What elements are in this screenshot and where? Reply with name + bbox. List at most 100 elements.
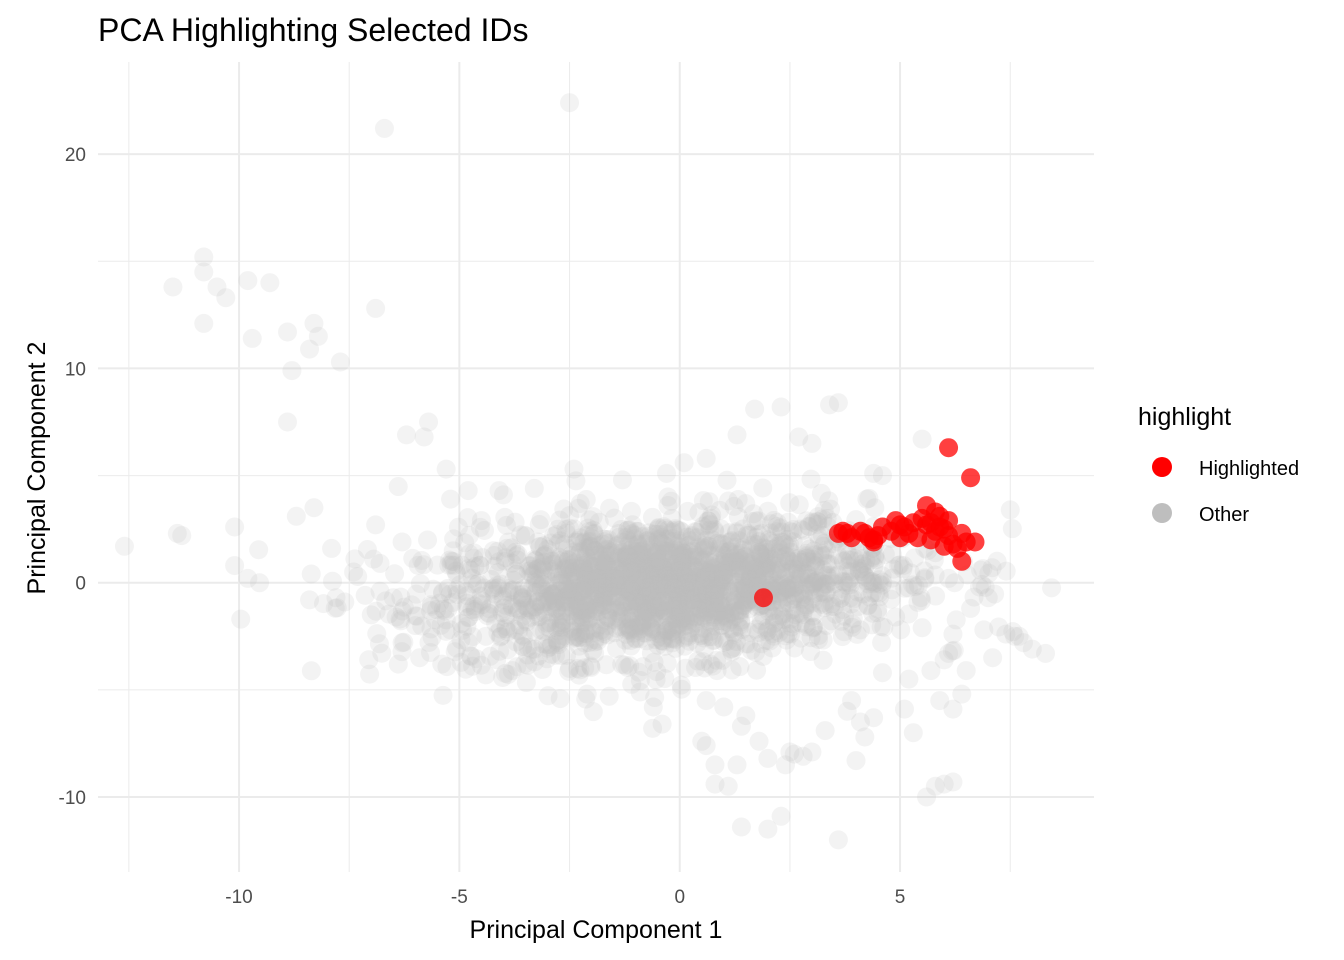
data-point-other bbox=[564, 562, 584, 582]
data-point-other bbox=[502, 580, 522, 600]
data-point-other bbox=[710, 592, 730, 612]
data-point-other bbox=[724, 496, 744, 516]
data-point-other bbox=[678, 582, 698, 602]
data-point-other bbox=[654, 540, 674, 560]
data-point-other bbox=[577, 595, 597, 615]
data-point-other bbox=[559, 592, 579, 612]
data-point-other bbox=[633, 657, 653, 677]
data-point-other bbox=[541, 637, 561, 657]
data-point-other bbox=[591, 626, 611, 646]
data-point-other bbox=[1009, 626, 1029, 646]
data-point-other bbox=[868, 603, 888, 623]
data-point-other bbox=[505, 619, 525, 639]
data-point-other bbox=[562, 580, 582, 600]
data-point-other bbox=[797, 617, 817, 637]
data-point-other bbox=[370, 553, 390, 573]
data-point-other bbox=[683, 548, 703, 568]
data-point-other bbox=[300, 590, 320, 610]
data-point-other bbox=[558, 556, 578, 576]
data-point-other bbox=[685, 545, 705, 565]
data-point-other bbox=[795, 599, 815, 619]
data-point-other bbox=[837, 576, 857, 596]
data-point-other bbox=[707, 545, 727, 565]
data-point-other bbox=[478, 606, 498, 626]
data-point-other bbox=[502, 553, 522, 573]
data-point-other bbox=[604, 572, 624, 592]
data-point-other bbox=[780, 742, 800, 762]
data-point-other bbox=[557, 602, 577, 622]
data-point-other bbox=[843, 608, 863, 628]
data-point-other bbox=[583, 520, 603, 540]
data-point-other bbox=[624, 560, 644, 580]
data-point-other bbox=[705, 616, 725, 636]
data-point-other bbox=[725, 586, 745, 606]
data-point-other bbox=[971, 560, 991, 580]
data-point-other bbox=[598, 533, 618, 553]
data-point-other bbox=[605, 588, 625, 608]
data-point-other bbox=[570, 543, 590, 563]
data-point-other bbox=[813, 630, 833, 650]
data-point-other bbox=[934, 650, 954, 670]
data-point-other bbox=[654, 566, 674, 586]
data-point-other bbox=[584, 578, 604, 598]
data-point-other bbox=[516, 673, 536, 693]
data-point-other bbox=[537, 616, 557, 636]
data-point-other bbox=[777, 580, 797, 600]
data-point-other bbox=[596, 576, 616, 596]
data-point-other bbox=[606, 543, 626, 563]
data-point-other bbox=[548, 533, 568, 553]
data-point-other bbox=[541, 597, 561, 617]
data-point-other bbox=[634, 603, 654, 623]
data-point-other bbox=[715, 542, 735, 562]
data-point-other bbox=[722, 531, 742, 551]
data-point-other bbox=[491, 626, 511, 646]
data-point-other bbox=[674, 628, 694, 648]
data-point-other bbox=[662, 621, 682, 641]
data-point-other bbox=[595, 595, 615, 615]
data-point-other bbox=[450, 575, 470, 595]
x-tick-label: 0 bbox=[674, 887, 685, 908]
data-point-other bbox=[394, 632, 414, 652]
data-point-other bbox=[438, 598, 458, 618]
data-point-other bbox=[615, 562, 635, 582]
data-point-other bbox=[675, 580, 695, 600]
data-point-other bbox=[727, 523, 747, 543]
data-point-other bbox=[633, 581, 653, 601]
data-point-other bbox=[865, 498, 885, 518]
data-point-other bbox=[821, 611, 841, 631]
data-point-other bbox=[575, 564, 595, 584]
data-point-other bbox=[597, 557, 617, 577]
data-point-other bbox=[734, 590, 754, 610]
data-point-other bbox=[822, 571, 842, 591]
data-point-other bbox=[806, 556, 826, 576]
data-point-other bbox=[446, 561, 466, 581]
data-point-other bbox=[720, 591, 740, 611]
data-point-other bbox=[528, 532, 548, 552]
data-point-other bbox=[849, 558, 869, 578]
data-point-other bbox=[643, 573, 663, 593]
data-point-other bbox=[712, 650, 732, 670]
data-point-other bbox=[630, 682, 650, 702]
data-point-other bbox=[682, 606, 702, 626]
data-point-other bbox=[758, 560, 778, 580]
data-point-other bbox=[693, 583, 713, 603]
data-point-other bbox=[758, 549, 778, 569]
data-point-other bbox=[685, 566, 705, 586]
data-point-other bbox=[728, 601, 748, 621]
data-point-other bbox=[754, 606, 774, 626]
data-point-other bbox=[764, 626, 784, 646]
data-point-other bbox=[699, 579, 719, 599]
data-point-other bbox=[559, 661, 579, 681]
data-point-other bbox=[882, 544, 902, 564]
data-point-other bbox=[625, 590, 645, 610]
data-point-other bbox=[617, 553, 637, 573]
data-point-other bbox=[882, 580, 902, 600]
data-point-other bbox=[573, 556, 593, 576]
data-point-other bbox=[775, 564, 795, 584]
data-point-other bbox=[597, 544, 617, 564]
data-point-other bbox=[549, 547, 569, 567]
data-point-other bbox=[566, 626, 586, 646]
data-point-other bbox=[714, 601, 734, 621]
data-point-other bbox=[690, 590, 710, 610]
data-point-other bbox=[787, 560, 807, 580]
